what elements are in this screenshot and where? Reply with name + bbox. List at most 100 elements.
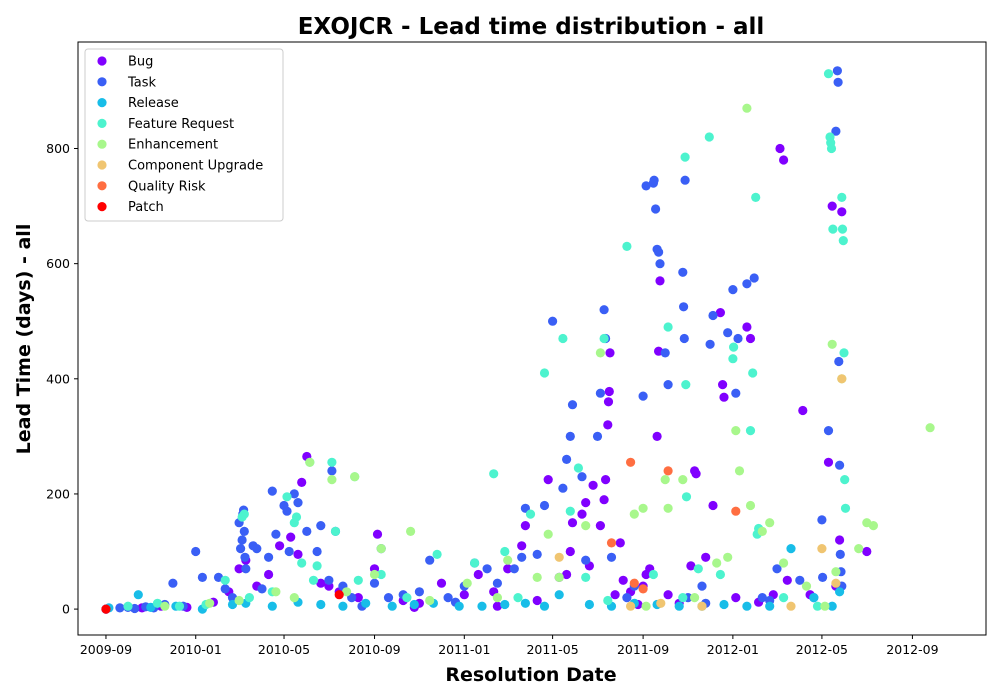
data-point-bug: [517, 541, 527, 551]
data-point-enhancement: [554, 572, 564, 583]
data-point-feature-request: [470, 558, 480, 568]
data-point-release: [454, 601, 464, 611]
data-point-bug: [520, 521, 531, 531]
data-point-task: [679, 333, 689, 344]
data-point-enhancement: [638, 503, 648, 513]
data-point-enhancement: [425, 595, 435, 606]
data-point-bug: [473, 569, 483, 580]
data-point-enhancement: [690, 593, 700, 603]
data-point-bug: [718, 380, 728, 390]
data-point-bug: [275, 541, 285, 551]
data-point-task: [567, 400, 578, 410]
data-point-bug: [543, 475, 553, 485]
data-point-feature-request: [728, 354, 738, 364]
data-point-bug: [603, 420, 613, 430]
data-point-bug: [286, 532, 296, 542]
data-point-task: [168, 578, 178, 588]
data-point-bug: [862, 546, 872, 557]
data-point-task: [832, 66, 843, 76]
data-point-task: [517, 552, 527, 562]
data-point-feature-request: [839, 348, 849, 358]
data-point-release: [316, 599, 326, 610]
data-point-task: [282, 506, 292, 516]
data-point-feature-request: [751, 192, 761, 202]
data-point-feature-request: [748, 368, 758, 378]
data-point-task: [302, 526, 312, 537]
data-point-task: [252, 544, 262, 554]
data-point-feature-request: [837, 224, 848, 234]
data-point-task: [443, 593, 453, 603]
data-point-task: [509, 564, 519, 574]
data-point-task: [577, 472, 587, 482]
data-point-bug: [372, 529, 383, 539]
data-point-feature-request: [330, 526, 341, 537]
y-tick-label: 200: [46, 486, 70, 501]
data-point-release: [520, 598, 531, 608]
data-point-task: [312, 546, 322, 557]
data-point-task: [731, 388, 741, 398]
data-point-bug: [610, 590, 620, 600]
data-point-feature-request: [432, 549, 442, 560]
data-point-bug: [827, 201, 837, 211]
x-tick-label: 2011-05: [526, 642, 578, 657]
data-point-feature-request: [663, 322, 673, 332]
data-point-task: [835, 460, 845, 470]
data-point-release: [786, 544, 796, 554]
data-point-task: [327, 466, 337, 476]
data-point-task: [383, 593, 394, 603]
data-point-component-upgrade: [786, 601, 796, 611]
legend-marker: [97, 181, 107, 191]
data-point-feature-request: [297, 558, 307, 568]
data-point-release: [267, 601, 277, 611]
data-point-patch: [101, 604, 111, 614]
data-point-task: [599, 305, 609, 315]
data-point-enhancement: [831, 567, 841, 577]
data-point-feature-request: [840, 503, 851, 513]
data-point-enhancement: [734, 466, 745, 476]
data-point-feature-request: [693, 564, 703, 574]
legend-marker: [97, 98, 107, 108]
data-point-task: [191, 546, 201, 557]
data-point-feature-request: [376, 569, 386, 580]
data-point-task: [678, 267, 688, 277]
data-point-bug: [605, 348, 615, 358]
data-point-enhancement: [854, 544, 864, 554]
data-point-bug: [775, 143, 785, 154]
data-point-task: [239, 526, 249, 537]
data-point-task: [833, 77, 843, 87]
data-point-bug: [691, 469, 701, 479]
y-axis-label: Lead Time (days) - all: [13, 224, 35, 455]
y-tick-label: 400: [46, 371, 70, 386]
data-point-bug: [798, 405, 808, 416]
data-point-task: [595, 388, 606, 398]
x-axis-label: Resolution Date: [445, 664, 616, 686]
data-point-feature-request: [489, 469, 499, 479]
data-point-bug: [595, 521, 606, 531]
data-point-feature-request: [715, 569, 726, 580]
x-axis-ticks: 2009-09 2010-01 2010-05 2010-09 2011-01 2011-…: [80, 635, 939, 657]
data-point-task: [548, 316, 558, 326]
data-point-enhancement: [663, 503, 673, 513]
data-point-task: [284, 546, 294, 557]
data-points: [101, 66, 935, 614]
data-point-feature-request: [565, 506, 575, 516]
data-point-enhancement: [925, 423, 935, 433]
data-point-release: [146, 602, 156, 613]
data-point-task: [240, 552, 250, 562]
legend-box: [84, 48, 284, 222]
data-point-enhancement: [820, 601, 830, 611]
data-point-feature-request: [840, 475, 850, 485]
data-point-feature-request: [573, 463, 584, 473]
data-point-bug: [436, 578, 447, 588]
data-point-task: [565, 431, 575, 441]
legend-marker: [97, 56, 107, 66]
data-point-release: [719, 599, 729, 610]
legend-marker: [97, 77, 107, 87]
data-point-feature-request: [823, 69, 834, 79]
data-point-feature-request: [729, 342, 739, 352]
data-point-quality-risk: [638, 584, 648, 594]
data-point-task: [723, 328, 733, 338]
data-point-enhancement: [629, 509, 639, 519]
data-point-task: [834, 356, 844, 367]
data-point-feature-request: [558, 333, 568, 344]
